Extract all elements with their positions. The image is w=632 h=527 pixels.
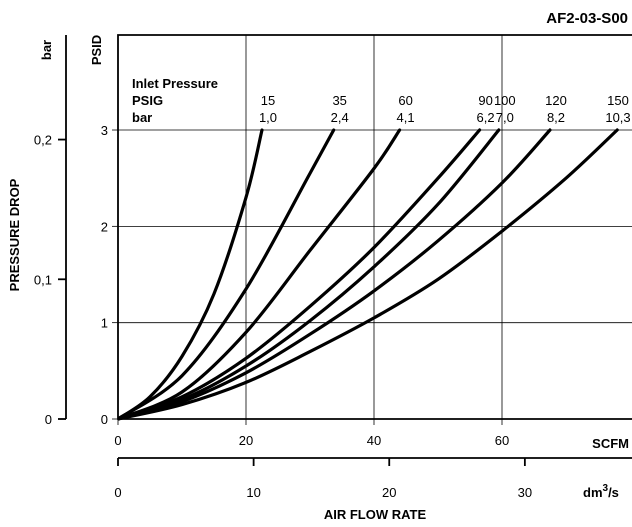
bar-tick-label: 0,2 [34,133,52,148]
y-tick-label: 0 [101,412,108,427]
bar-tick-label: 0 [45,412,52,427]
legend-psig-value: 100 [494,93,516,108]
legend-psig-value: 150 [607,93,629,108]
legend-psig-value: 60 [398,93,412,108]
x-tick-label: 0 [114,433,121,448]
curve-35-psig [118,128,336,421]
axes [65,34,632,459]
y-axis-title: PRESSURE DROP [7,178,22,291]
dm3s-tick-label: 30 [518,485,532,500]
legend-psig-value: 120 [545,93,567,108]
curve-150-psig [118,128,619,421]
dm3s-tick-label: 0 [114,485,121,500]
dm3s-suffix: /s [608,485,619,500]
grid [118,35,632,419]
y-tick-label: 3 [101,123,108,138]
bar-tick-label: 0,1 [34,272,52,287]
labels: AF2-03-S00 SCFM AIR FLOW RATE PSID bar P… [7,10,631,522]
dm3s-tick-label: 10 [246,485,260,500]
dm3s-unit-label: dm3/s [583,483,619,500]
scfm-unit-label: SCFM [592,436,629,451]
legend-bar-value: 4,1 [397,110,415,125]
legend-psig-label: PSIG [132,93,163,108]
legend-bar-label: bar [132,110,152,125]
bar-unit-label: bar [39,40,54,60]
x-tick-label: 40 [367,433,381,448]
legend-bar-value: 6,2 [477,110,495,125]
legend-bar-value: 2,4 [331,110,349,125]
y-tick-label: 1 [101,316,108,331]
curve-90-psig [118,128,482,421]
x-tick-label: 60 [495,433,509,448]
psid-unit-label: PSID [89,35,104,65]
curve-60-psig [118,128,402,421]
legend-psig-value: 90 [478,93,492,108]
dm3s-superscript: 3 [603,483,609,494]
x-tick-label: 20 [239,433,253,448]
dm3s-tick-label: 20 [382,485,396,500]
legend-psig-value: 15 [261,93,275,108]
dm3s-unit-text: dm [583,485,603,500]
x-axis-title: AIR FLOW RATE [324,507,427,522]
plot-frame [117,34,632,420]
curve-15-psig [118,128,264,421]
curves [118,128,619,421]
legend-bar-value: 7,0 [496,110,514,125]
chart-title: AF2-03-S00 [546,10,628,27]
curve-100-psig [118,128,501,421]
legend-title: Inlet Pressure [132,76,218,91]
legend-bar-value: 8,2 [547,110,565,125]
legend-psig-value: 35 [332,93,346,108]
legend-bar-value: 10,3 [605,110,630,125]
curve-120-psig [118,128,552,421]
legend-bar-value: 1,0 [259,110,277,125]
y-tick-label: 2 [101,219,108,234]
